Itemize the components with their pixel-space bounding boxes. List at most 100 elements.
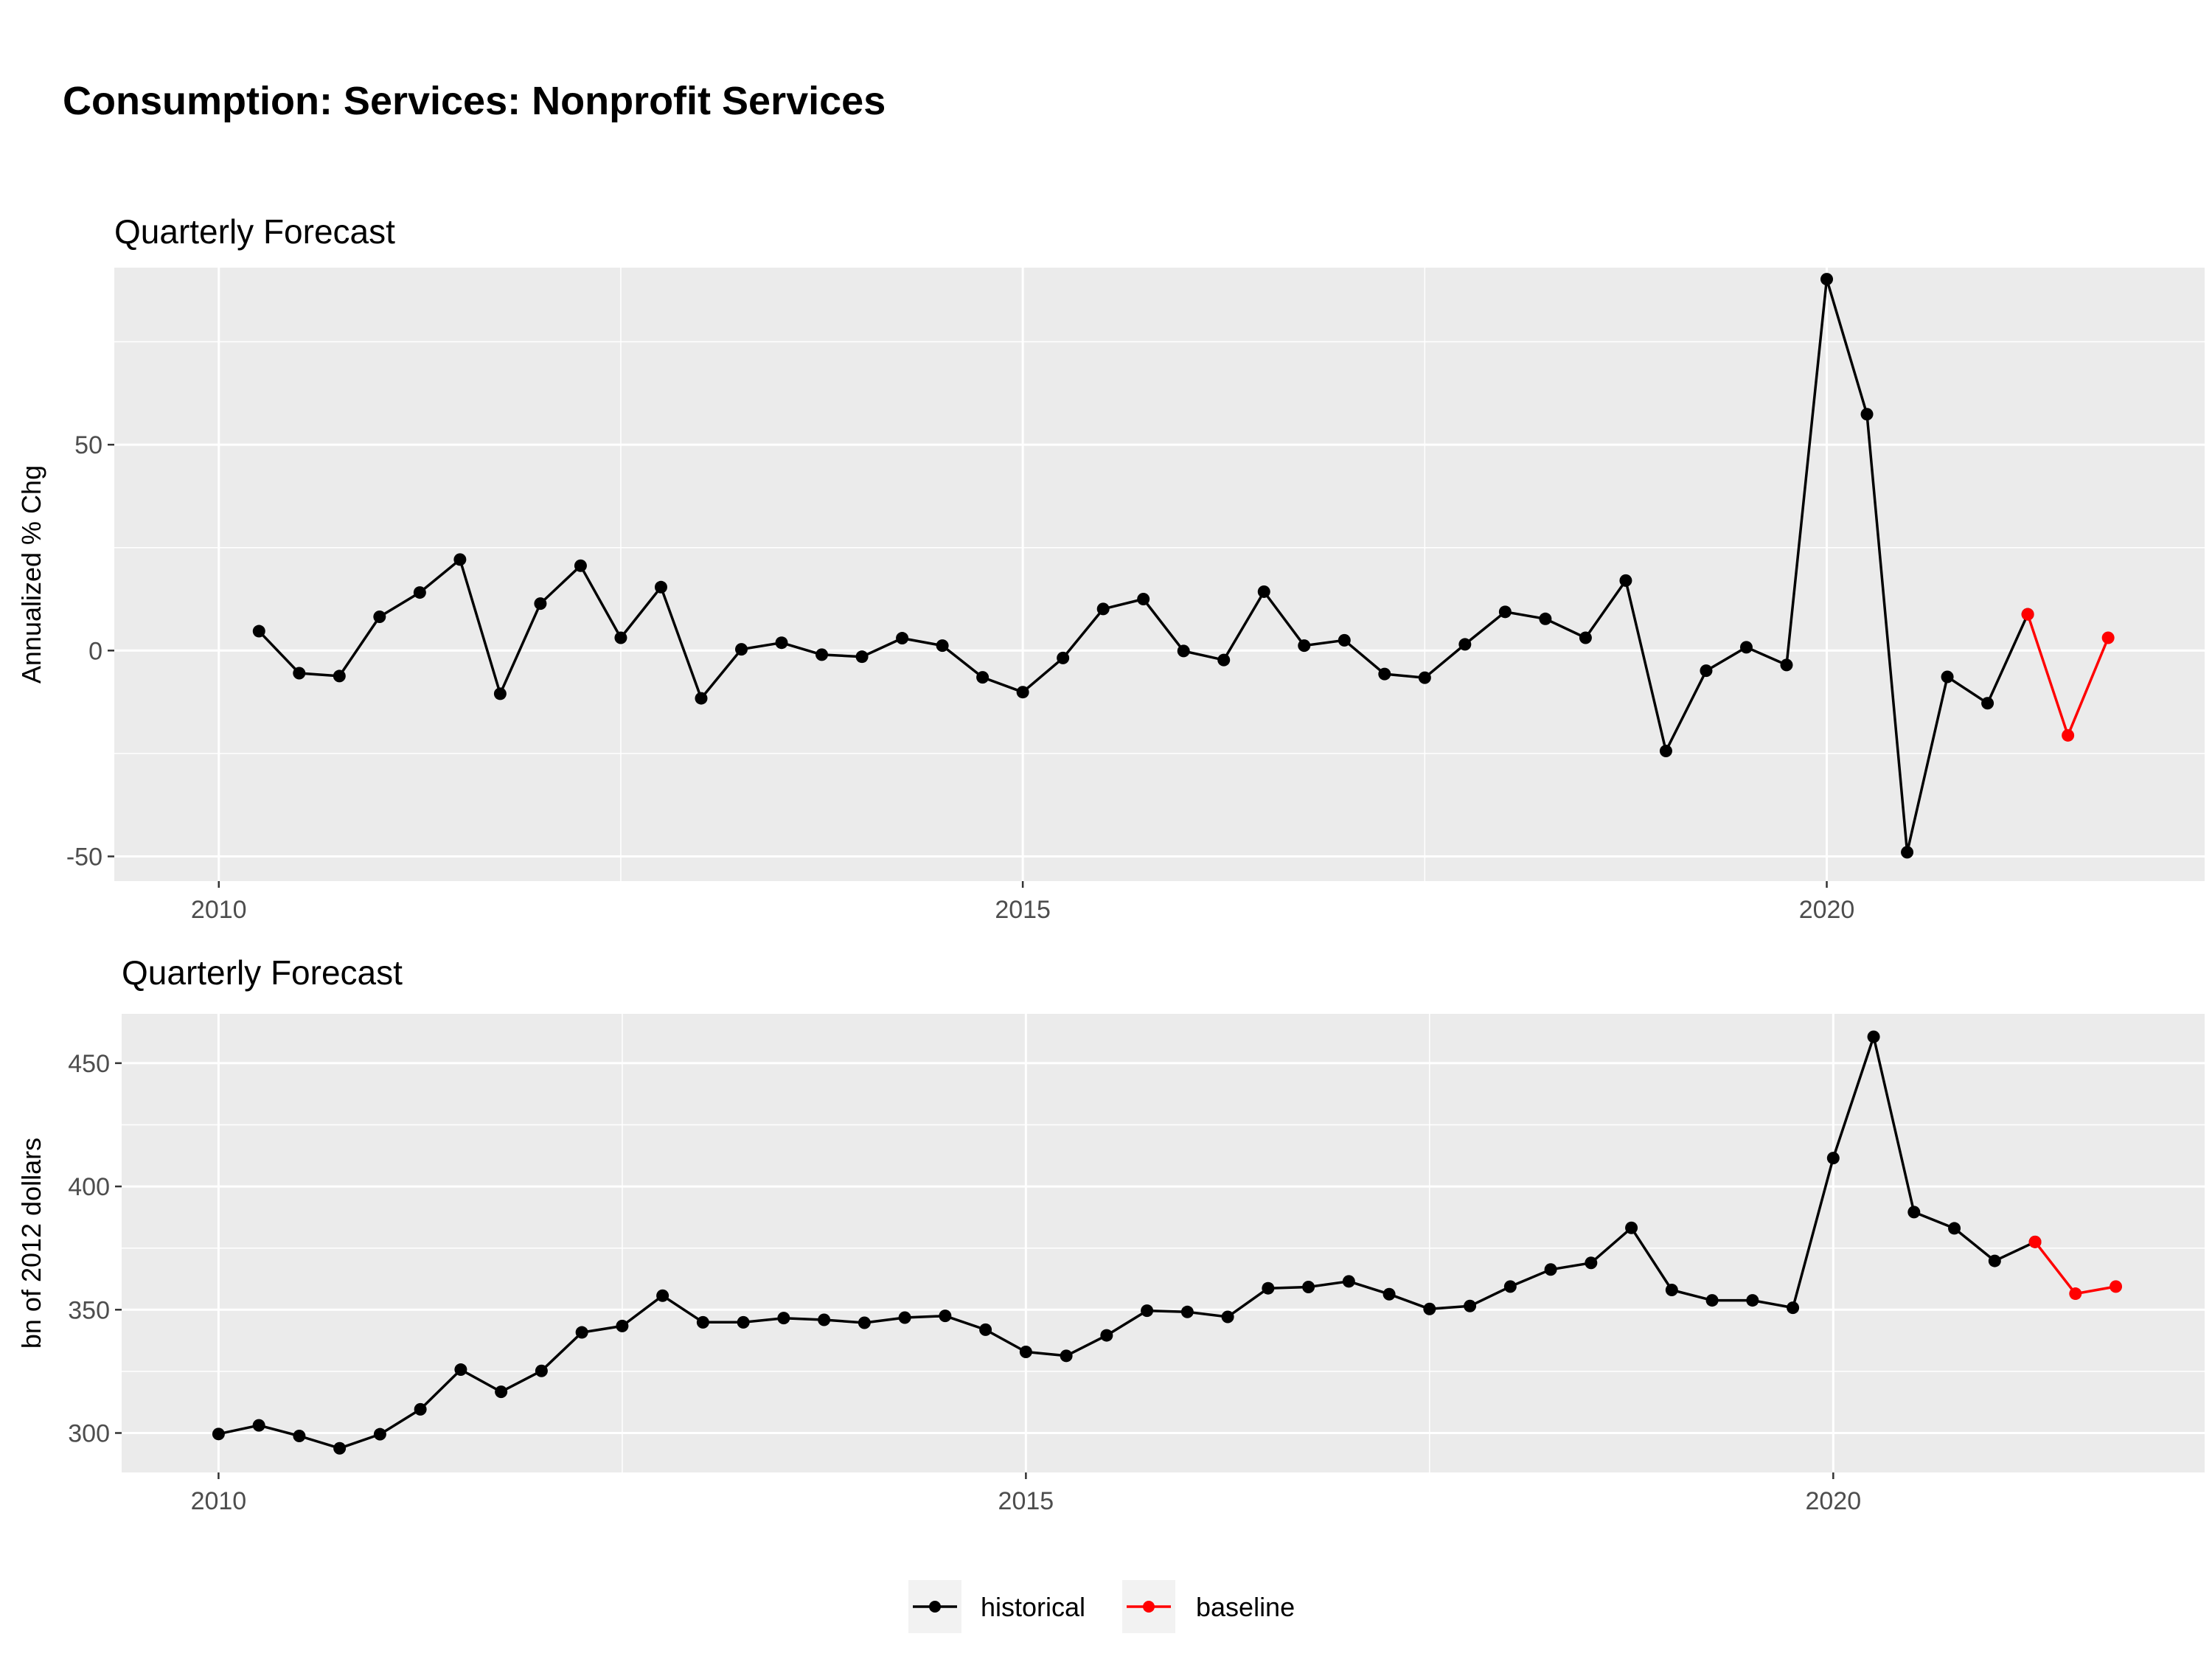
data-point-historical: [737, 1315, 750, 1329]
data-point-baseline: [2110, 1280, 2123, 1293]
x-tick-label: 2010: [191, 1487, 247, 1515]
data-point-historical: [1302, 1281, 1315, 1294]
data-point-historical: [1180, 1305, 1194, 1318]
data-point-historical: [373, 1427, 386, 1441]
data-point-historical: [453, 553, 467, 566]
data-point-baseline: [2101, 631, 2115, 644]
data-point-historical: [1826, 1152, 1840, 1165]
data-point-historical: [1382, 1287, 1396, 1301]
panel-top: Quarterly Forecast 2010 2015 2020 -50 0 50 Ann…: [16, 212, 2205, 924]
data-point-historical: [976, 671, 990, 684]
data-point-historical: [1665, 1284, 1678, 1297]
y-tick-label: 450: [68, 1050, 110, 1078]
data-point-historical: [898, 1311, 911, 1324]
data-point-historical: [495, 1385, 508, 1399]
data-point-historical: [1257, 585, 1270, 598]
data-point-historical: [1217, 653, 1231, 667]
data-point-historical: [1820, 273, 1834, 286]
data-point-historical: [1981, 697, 1994, 710]
plot-background: [122, 1014, 2205, 1472]
data-point-historical: [1539, 612, 1552, 625]
data-point-historical: [656, 1289, 669, 1302]
data-point-historical: [815, 648, 829, 661]
data-point-historical: [1659, 745, 1672, 758]
y-tick-label: 350: [68, 1296, 110, 1324]
data-point-historical: [413, 586, 426, 599]
data-point-historical: [614, 631, 627, 644]
data-point-historical: [777, 1312, 790, 1325]
data-point-baseline: [2062, 728, 2075, 742]
data-point-historical: [1060, 1349, 1073, 1363]
data-point-historical: [293, 667, 306, 680]
data-point-historical: [1100, 1329, 1113, 1342]
panel-title: Quarterly Forecast: [122, 953, 403, 992]
data-point-historical: [616, 1319, 629, 1332]
data-point-historical: [1941, 670, 1954, 684]
series-line-historical: [218, 1035, 2036, 1450]
y-tick-label: 300: [68, 1419, 110, 1447]
data-point-historical: [373, 611, 386, 624]
y-tick-label: -50: [66, 843, 102, 871]
data-point-historical: [1619, 574, 1632, 587]
data-point-historical: [414, 1402, 427, 1416]
figure-title: Consumption: Services: Nonprofit Service…: [63, 79, 886, 123]
data-point-historical: [939, 1310, 952, 1323]
data-point-historical: [1579, 631, 1592, 644]
data-point-historical: [1867, 1030, 1880, 1043]
x-tick-label: 2015: [995, 896, 1051, 924]
data-point-historical: [1585, 1256, 1598, 1270]
data-point-historical: [1418, 671, 1431, 684]
data-point-historical: [1901, 846, 1914, 859]
data-point-baseline: [2021, 608, 2034, 621]
data-point-historical: [735, 643, 748, 656]
data-point-historical: [1298, 639, 1311, 653]
data-point-historical: [1503, 1280, 1517, 1293]
legend: historical baseline: [908, 1580, 1295, 1633]
plot-background: [114, 268, 2205, 881]
data-point-historical: [1746, 1294, 1759, 1307]
data-point-historical: [252, 1419, 265, 1432]
x-tick-label: 2010: [191, 896, 247, 924]
data-point-historical: [1019, 1345, 1032, 1358]
data-point-historical: [534, 597, 547, 611]
data-point-historical: [1948, 1222, 1961, 1235]
panel-title: Quarterly Forecast: [114, 212, 395, 251]
legend-label-historical: historical: [981, 1592, 1085, 1622]
data-point-historical: [1787, 1301, 1800, 1315]
data-point-historical: [1096, 602, 1110, 616]
data-point-historical: [333, 669, 346, 683]
data-point-historical: [1544, 1263, 1557, 1276]
data-point-historical: [936, 639, 949, 653]
data-point-historical: [1221, 1310, 1234, 1324]
data-point-historical: [896, 632, 909, 645]
data-point-historical: [1141, 1304, 1154, 1318]
data-point-historical: [454, 1363, 467, 1377]
legend-key-point: [1143, 1601, 1155, 1613]
data-point-historical: [1739, 641, 1753, 654]
data-point-historical: [535, 1364, 548, 1377]
y-tick-label: 400: [68, 1173, 110, 1201]
data-point-historical: [1780, 658, 1793, 672]
data-point-historical: [1464, 1299, 1477, 1312]
data-point-historical: [1988, 1254, 2001, 1267]
data-point-historical: [252, 625, 265, 638]
data-point-historical: [1016, 686, 1029, 699]
data-point-baseline: [2069, 1287, 2082, 1301]
y-axis-title: bn of 2012 dollars: [16, 1138, 46, 1349]
data-point-historical: [1907, 1206, 1921, 1219]
data-point-historical: [1458, 638, 1472, 651]
data-point-historical: [493, 687, 507, 700]
data-point-historical: [1705, 1294, 1719, 1307]
data-point-historical: [654, 580, 667, 594]
legend-label-baseline: baseline: [1196, 1592, 1295, 1622]
data-point-historical: [1860, 408, 1874, 421]
data-point-historical: [1262, 1281, 1275, 1295]
y-tick-label: 0: [88, 637, 102, 665]
data-point-historical: [575, 1326, 588, 1339]
data-point-historical: [775, 636, 788, 650]
panel-bottom: Quarterly Forecast 2010 2015 2020 300 350 400…: [16, 953, 2205, 1515]
data-point-historical: [1423, 1302, 1436, 1315]
data-point-historical: [1137, 593, 1150, 606]
